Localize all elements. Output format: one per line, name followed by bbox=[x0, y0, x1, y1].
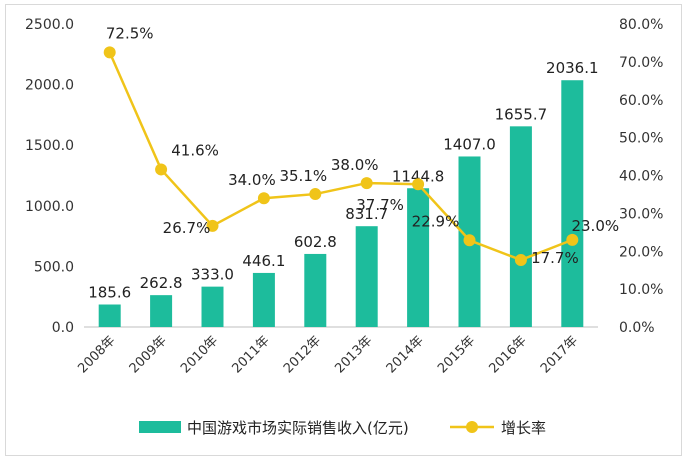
right-axis-ticks: 0.0% 10.0% 20.0% 30.0% 40.0% 50.0% 60.0% 70.0% 8… bbox=[619, 17, 663, 336]
left-tick-label: 0.0 bbox=[52, 320, 74, 336]
x-tick-label: 2009年 bbox=[127, 333, 170, 376]
bar-value-label: 185.6 bbox=[88, 284, 131, 302]
bar-value-label: 262.8 bbox=[140, 274, 183, 292]
growth-value-label: 17.7% bbox=[531, 249, 579, 267]
left-axis-ticks: 0.0 500.0 1000.0 1500.0 2000.0 2500.0 bbox=[25, 17, 74, 336]
bar bbox=[150, 295, 173, 327]
growth-value-label: 41.6% bbox=[171, 141, 219, 159]
x-tick-label: 2013年 bbox=[332, 333, 375, 376]
left-tick-label: 2500.0 bbox=[25, 17, 74, 33]
bar bbox=[201, 286, 224, 327]
x-tick-label: 2011年 bbox=[230, 333, 273, 376]
left-tick-label: 1500.0 bbox=[25, 138, 74, 154]
bar-value-label: 1144.8 bbox=[392, 167, 445, 185]
growth-point bbox=[155, 163, 168, 176]
growth-point bbox=[309, 188, 322, 201]
bar-series bbox=[98, 80, 584, 328]
growth-point bbox=[412, 178, 425, 191]
bar-value-label: 446.1 bbox=[242, 252, 285, 270]
bar-value-label: 831.7 bbox=[345, 205, 388, 223]
right-tick-label: 20.0% bbox=[619, 244, 663, 260]
x-tick-label: 2014年 bbox=[384, 333, 427, 376]
bar bbox=[561, 80, 584, 328]
left-tick-label: 500.0 bbox=[34, 259, 74, 275]
bar bbox=[509, 126, 532, 327]
growth-value-label: 72.5% bbox=[106, 24, 154, 42]
growth-point bbox=[514, 253, 527, 266]
growth-value-label: 37.7% bbox=[356, 196, 404, 214]
x-tick-label: 2015年 bbox=[435, 333, 478, 376]
right-tick-label: 10.0% bbox=[619, 282, 663, 298]
bar-data-labels: 185.6 262.8 333.0 446.1 602.8 831.7 1144.8 1407… bbox=[88, 59, 598, 301]
growth-line bbox=[108, 51, 573, 262]
bar bbox=[355, 226, 378, 327]
bar-value-label: 1655.7 bbox=[495, 105, 548, 123]
growth-value-label: 22.9% bbox=[412, 212, 460, 230]
right-tick-label: 0.0% bbox=[619, 320, 655, 336]
bar bbox=[407, 188, 430, 327]
growth-value-label: 35.1% bbox=[279, 167, 327, 185]
growth-point bbox=[103, 46, 116, 59]
x-tick-label: 2016年 bbox=[487, 333, 530, 376]
bar-value-label: 602.8 bbox=[294, 233, 337, 251]
x-tick-label: 2008年 bbox=[75, 333, 118, 376]
bar-value-label: 1407.0 bbox=[443, 135, 496, 153]
growth-value-label: 26.7% bbox=[163, 219, 211, 237]
growth-value-label: 38.0% bbox=[331, 156, 379, 174]
line-series bbox=[103, 46, 579, 266]
bar-value-label: 333.0 bbox=[191, 266, 234, 284]
growth-point bbox=[257, 192, 270, 205]
growth-value-label: 34.0% bbox=[228, 171, 276, 189]
legend: 中国游戏市场实际销售收入(亿元) 增长率 bbox=[139, 419, 546, 437]
growth-point bbox=[206, 219, 219, 232]
right-tick-label: 80.0% bbox=[619, 17, 663, 33]
line-data-labels: 72.5% 41.6% 26.7% 34.0% 35.1%38.0% 37.7% 22.9%… bbox=[106, 24, 619, 267]
x-axis-ticks: 2008年 2009年 2010年 2011年 2012年 2013年 2014年 2015年… bbox=[75, 333, 581, 376]
growth-point bbox=[360, 177, 373, 190]
right-tick-label: 50.0% bbox=[619, 131, 663, 147]
x-tick-label: 2010年 bbox=[178, 333, 221, 376]
legend-bar-label: 中国游戏市场实际销售收入(亿元) bbox=[187, 419, 409, 437]
bar-value-label: 2036.1 bbox=[546, 59, 599, 77]
growth-value-label: 23.0% bbox=[571, 217, 619, 235]
bar bbox=[98, 304, 121, 327]
growth-point bbox=[463, 234, 476, 247]
right-tick-label: 40.0% bbox=[619, 169, 663, 185]
bar bbox=[304, 253, 327, 327]
left-tick-label: 1000.0 bbox=[25, 199, 74, 215]
x-tick-label: 2012年 bbox=[281, 333, 324, 376]
growth-point bbox=[566, 233, 579, 246]
legend-line-dot bbox=[466, 421, 478, 433]
right-tick-label: 60.0% bbox=[619, 93, 663, 109]
bar bbox=[252, 272, 275, 327]
left-tick-label: 2000.0 bbox=[25, 78, 74, 94]
x-tick-label: 2017年 bbox=[538, 333, 581, 376]
right-tick-label: 70.0% bbox=[619, 55, 663, 71]
right-tick-label: 30.0% bbox=[619, 206, 663, 222]
legend-bar-swatch bbox=[139, 421, 181, 433]
legend-line-label: 增长率 bbox=[501, 419, 546, 437]
